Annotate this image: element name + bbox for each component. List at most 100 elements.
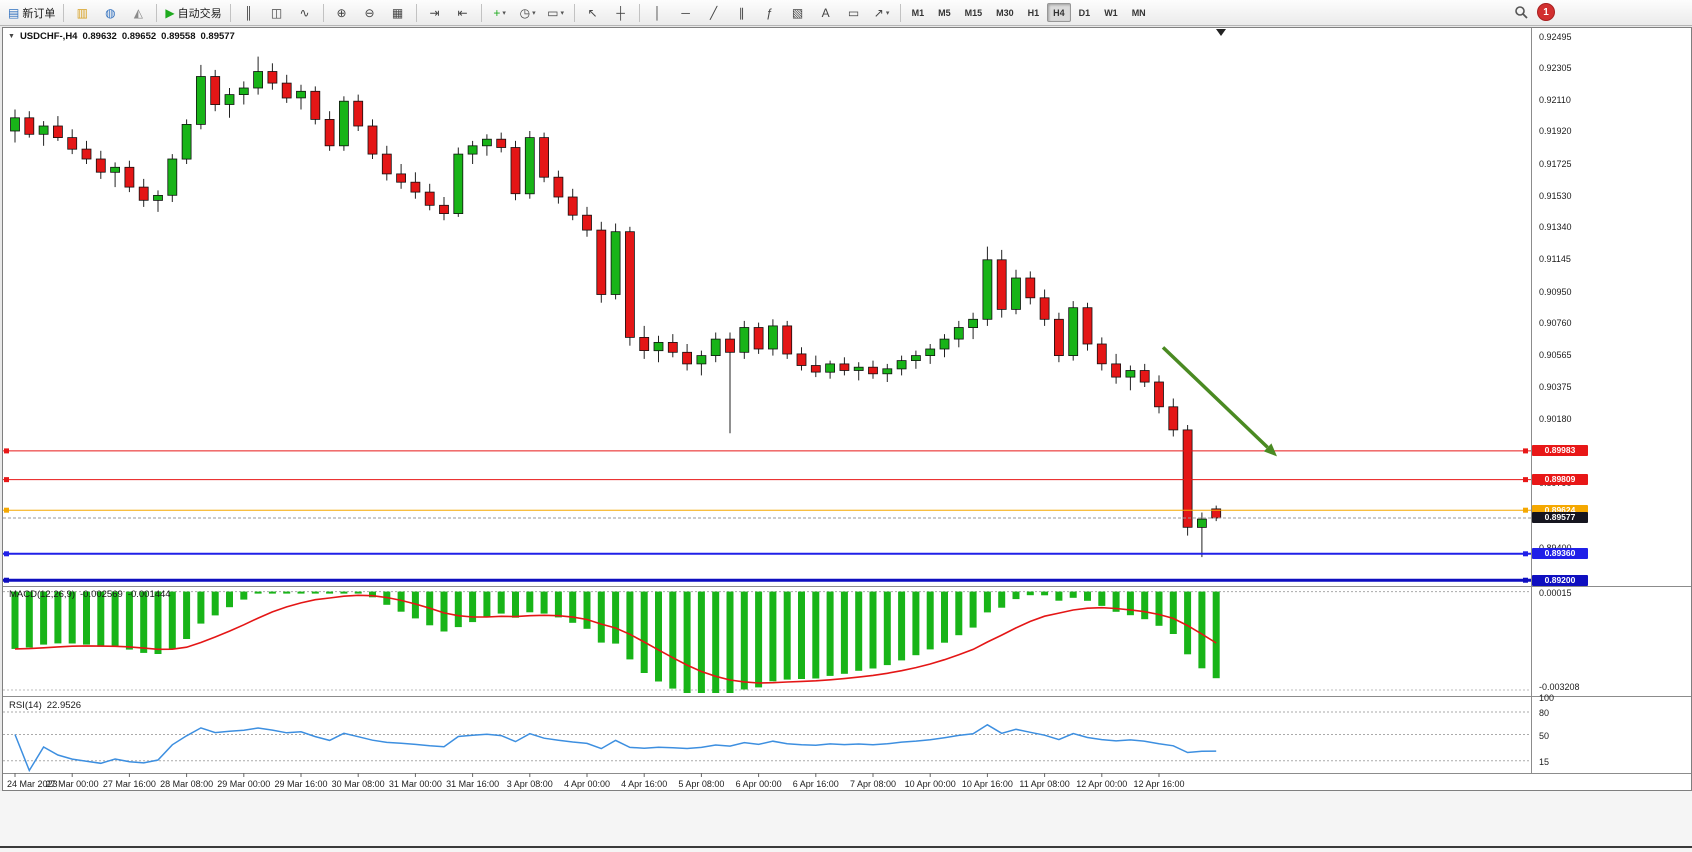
autotrading-label: 自动交易	[177, 7, 222, 20]
hline-object-0.89360[interactable]	[3, 551, 1531, 557]
crosshair-icon: ┼	[616, 5, 625, 20]
macd-signal-value: -0.001444	[127, 589, 171, 600]
rsi-layer	[3, 711, 1531, 773]
equidistant-channel-icon: ∥	[738, 5, 745, 20]
toolbar-separator	[573, 3, 575, 22]
tile-windows-button[interactable]: ▦	[385, 2, 411, 24]
zoom-out-icon: ⊖	[364, 5, 375, 20]
crosshair-button[interactable]: ┼	[608, 2, 634, 24]
new-order-icon: ▤	[8, 5, 20, 20]
vertical-line-button[interactable]: │	[645, 2, 671, 24]
new-chart-button[interactable]: ▥	[69, 2, 95, 24]
macd-main-value: -0.002569	[80, 589, 123, 600]
line-chart-button[interactable]: ∿	[292, 2, 318, 24]
timeframe-m5[interactable]: M5	[938, 7, 951, 18]
chart-window: 24 Mar 2023 27 Mar 00:00 27 Mar 16:00 28 Ma…	[2, 27, 1692, 791]
autotrading-icon: ▶	[165, 5, 175, 20]
arrow-objects-icon: ↗	[873, 5, 884, 20]
macd-name: MACD(12,26,9)	[9, 589, 75, 600]
horizontal-line-icon: ─	[681, 5, 690, 20]
fibonacci-retracement-button[interactable]: ƒ	[757, 2, 783, 24]
templates-icon: ▭	[547, 5, 559, 20]
bar-chart-button[interactable]: ║	[236, 2, 262, 24]
quote-open: 0.89632	[82, 31, 117, 42]
chart-shift-marker[interactable]	[1216, 29, 1226, 36]
sound-alerts-icon: ◭	[133, 5, 143, 20]
notification-badge[interactable]: 1	[1537, 3, 1555, 21]
timeframe-w1[interactable]: W1	[1104, 7, 1118, 18]
toolbar-separator	[899, 3, 901, 22]
auto-scroll-icon: ⇥	[429, 5, 440, 20]
toolbar-separator	[480, 3, 482, 22]
timeframe-mn[interactable]: MN	[1131, 7, 1146, 18]
chart-shift-icon: ⇤	[457, 5, 468, 20]
tile-windows-icon: ▦	[391, 5, 404, 20]
timeframe-m30[interactable]: M30	[996, 7, 1014, 18]
trendline-button[interactable]: ╱	[701, 2, 727, 24]
rsi-value: 22.9526	[46, 700, 82, 711]
zoom-in-icon: ⊕	[336, 5, 347, 20]
trend-arrow-object[interactable]	[1161, 346, 1277, 457]
arrow-objects-button[interactable]: ↗ ▾	[869, 2, 895, 24]
templates-button[interactable]: ▭ ▾	[543, 2, 569, 24]
new-order-button[interactable]: ▤ 新订单	[5, 2, 58, 24]
macd-signal-line	[14, 594, 1217, 684]
fibonacci-retracement-icon: ƒ	[766, 5, 773, 20]
window-bottom-edge	[0, 846, 1692, 848]
quote-close: 0.89577	[200, 31, 235, 42]
rsi-indicator-label: RSI(14) 22.9526	[9, 700, 81, 711]
toolbar-separator	[415, 3, 417, 22]
search-icon[interactable]	[1514, 5, 1529, 20]
hline-object-0.89624[interactable]	[3, 507, 1531, 513]
indicators-button[interactable]: + ▾	[487, 2, 513, 24]
candlestick-chart-icon: ◫	[270, 5, 283, 20]
text-label-button[interactable]: ▭	[841, 2, 867, 24]
text-button[interactable]: A	[813, 2, 839, 24]
timeframe-h1[interactable]: H1	[1027, 7, 1040, 18]
cursor-icon: ↖	[587, 5, 598, 20]
shapes-button[interactable]: ▧	[785, 2, 811, 24]
main-toolbar: ▤ 新订单 ▥ ◍ ◭ ▶ 自动交易 ║ ◫ ∿ ⊕ ⊖ ▦ ⇥ ⇤ + ▾ ◷ ▾ ▭ ▾ ↖ ┼ │ ─ ╱ ∥ ƒ ▧ A ▭ ↗ ▾ M1…	[0, 0, 1692, 26]
text-label-icon: ▭	[847, 5, 860, 20]
chart-shift-button[interactable]: ⇤	[450, 2, 476, 24]
templates-dropdown-arrow: ▾	[560, 9, 564, 17]
bar-chart-icon: ║	[244, 5, 253, 20]
sound-alerts-button[interactable]: ◭	[125, 2, 151, 24]
hline-object-0.89983[interactable]	[3, 448, 1531, 454]
arrow-objects-dropdown-arrow: ▾	[885, 9, 890, 17]
one-click-trading-toggle[interactable]: ▼	[8, 33, 15, 40]
chart-canvas[interactable]	[3, 28, 1691, 790]
quote-low: 0.89558	[161, 31, 196, 42]
periods-icon: ◷	[519, 5, 531, 20]
rsi-line	[14, 723, 1217, 773]
profiles-button[interactable]: ◍	[97, 2, 123, 24]
periods-button[interactable]: ◷ ▾	[515, 2, 541, 24]
timeframe-m1[interactable]: M1	[911, 7, 925, 18]
timeframe-d1[interactable]: D1	[1078, 7, 1091, 18]
bottom-strip	[0, 791, 1692, 852]
toolbar-separator	[156, 3, 158, 22]
toolbar-separator	[638, 3, 640, 22]
equidistant-channel-button[interactable]: ∥	[729, 2, 755, 24]
cursor-button[interactable]: ↖	[580, 2, 606, 24]
toolbar-separator	[229, 3, 231, 22]
rsi-name: RSI(14)	[9, 700, 42, 711]
candles-layer[interactable]	[10, 56, 1222, 558]
candlestick-chart-button[interactable]: ◫	[264, 2, 290, 24]
indicators-icon: +	[493, 5, 501, 20]
trendline-icon: ╱	[709, 5, 718, 20]
periods-dropdown-arrow: ▾	[532, 9, 536, 17]
auto-scroll-button[interactable]: ⇥	[422, 2, 448, 24]
zoom-in-button[interactable]: ⊕	[329, 2, 355, 24]
hline-object-0.89809[interactable]	[3, 477, 1531, 483]
new-order-label: 新订单	[22, 7, 56, 20]
zoom-out-button[interactable]: ⊖	[357, 2, 383, 24]
hline-object-0.89200[interactable]	[3, 577, 1531, 583]
horizontal-line-button[interactable]: ─	[673, 2, 699, 24]
autotrading-button[interactable]: ▶ 自动交易	[162, 2, 224, 24]
indicators-dropdown-arrow: ▾	[502, 9, 506, 17]
timeframe-m15[interactable]: M15	[964, 7, 983, 18]
new-chart-icon: ▥	[76, 5, 89, 20]
toolbar-separator	[63, 3, 65, 22]
timeframe-h4[interactable]: H4	[1047, 3, 1071, 22]
